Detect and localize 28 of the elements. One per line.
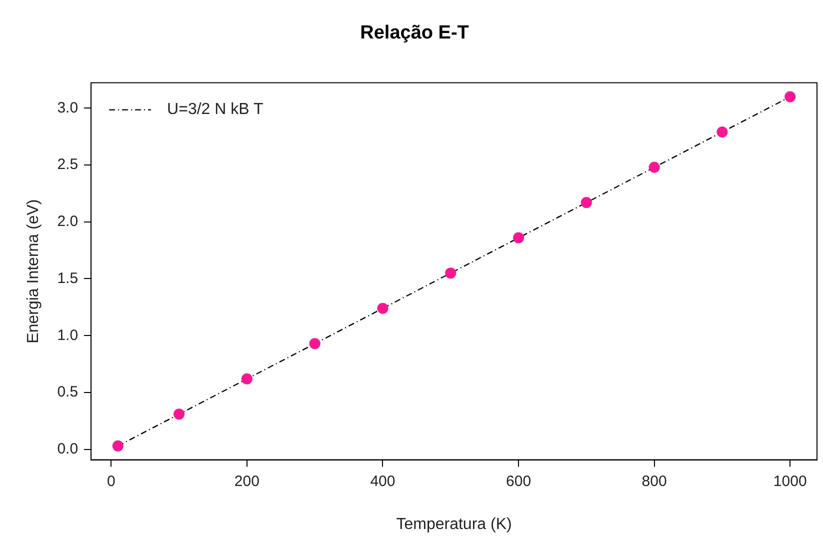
x-tick-label: 800 <box>642 472 667 490</box>
y-tick-label: 0.0 <box>57 440 78 458</box>
x-tick-label: 0 <box>106 472 116 490</box>
point <box>377 302 388 314</box>
y-tick-label: 0.5 <box>57 384 78 401</box>
point <box>445 268 456 279</box>
point <box>241 373 252 384</box>
x-axis-title: Temperatura (K) <box>396 516 512 533</box>
chart-title: Relação E-T <box>360 22 470 44</box>
y-tick-label: 2.5 <box>57 156 78 174</box>
point <box>309 338 320 350</box>
y-tick-label: 1.5 <box>57 270 78 287</box>
point <box>716 126 728 138</box>
y-tick-label: 3.0 <box>57 99 78 116</box>
point <box>580 197 592 208</box>
y-tick-label: 1.0 <box>57 326 78 344</box>
point <box>784 91 796 102</box>
legend-label: U=3/2 N kB T <box>167 101 264 118</box>
point <box>174 408 185 420</box>
x-tick-label: 400 <box>370 472 396 490</box>
point <box>513 232 524 244</box>
point <box>112 440 124 452</box>
y-axis-title: Energia Interna (eV) <box>25 199 42 344</box>
y-tick-label: 2.0 <box>57 213 78 230</box>
x-tick-label: 600 <box>506 472 532 490</box>
x-tick-label: 1000 <box>773 472 807 490</box>
x-tick-label: 200 <box>234 472 260 490</box>
point <box>648 162 660 173</box>
